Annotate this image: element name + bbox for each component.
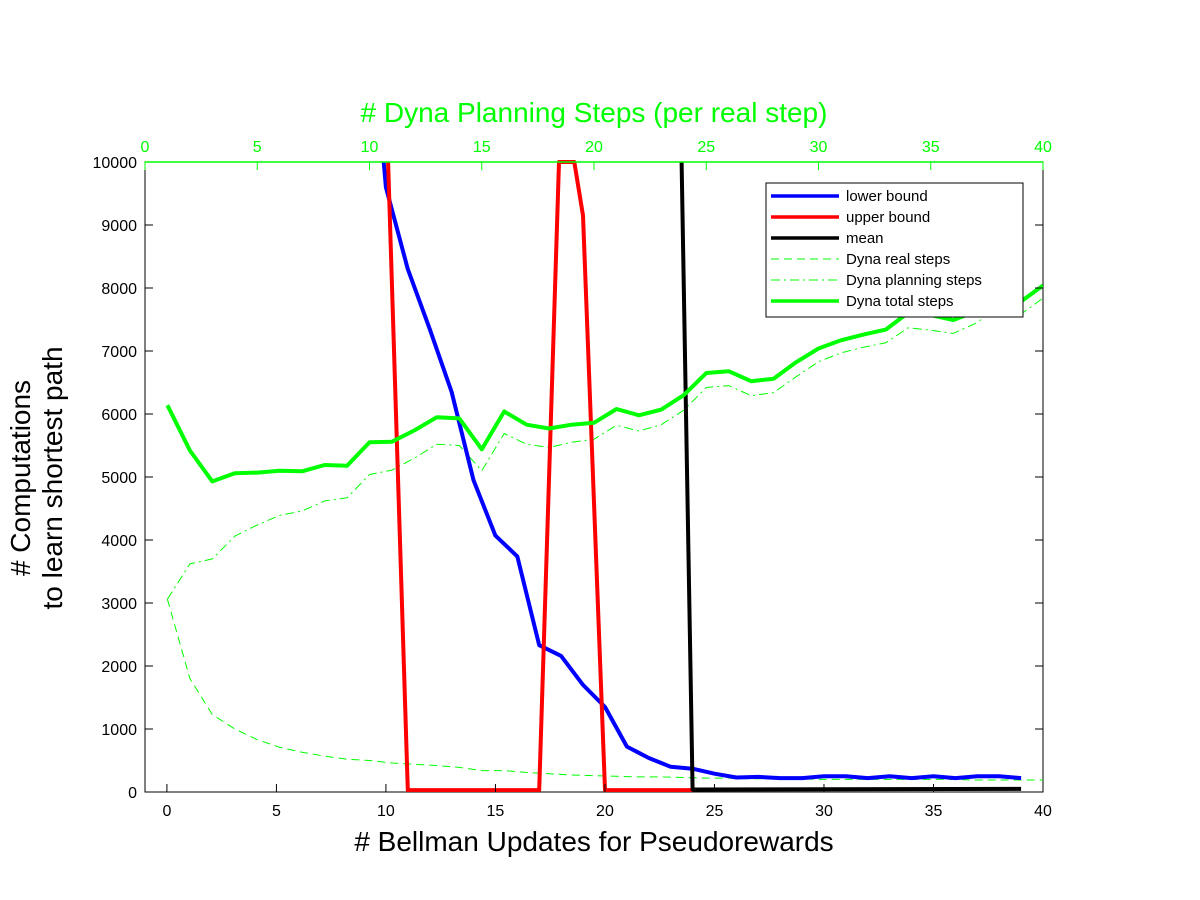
y-tick-label: 2000	[101, 659, 137, 676]
legend-label: upper bound	[846, 209, 930, 226]
y-tick-label: 8000	[101, 281, 137, 298]
top-axis-title: # Dyna Planning Steps (per real step)	[361, 97, 828, 128]
x-tick-label: 15	[487, 803, 505, 820]
top-tick-label: 25	[697, 139, 715, 156]
x-axis-title: # Bellman Updates for Pseudorewards	[354, 826, 833, 857]
top-tick-label: 20	[585, 139, 603, 156]
top-tick-label: 15	[473, 139, 491, 156]
top-x-axis: 0 5 10 15 20 25 30 35 40	[141, 139, 1052, 170]
top-tick-label: 30	[810, 139, 828, 156]
y-tick-label: 4000	[101, 533, 137, 550]
series-line-dyna-planning-steps	[166, 297, 1043, 600]
x-tick-label: 35	[925, 803, 943, 820]
y-axis-title-line1: # Computations	[5, 380, 36, 576]
x-tick-label: 30	[815, 803, 833, 820]
y-tick-label: 5000	[101, 470, 137, 487]
legend-label: mean	[846, 230, 884, 247]
top-tick-label: 5	[253, 139, 262, 156]
top-tick-label: 10	[361, 139, 379, 156]
x-tick-label: 10	[377, 803, 395, 820]
y-axis: 0 1000 2000 3000 4000 5000 6000 7000 8000 9000 100…	[93, 155, 1043, 802]
x-tick-label: 40	[1034, 803, 1052, 820]
y-tick-label: 6000	[101, 407, 137, 424]
y-axis-title-line2: to learn shortest path	[37, 346, 68, 609]
series-line-mean	[679, 161, 1022, 792]
x-tick-label: 25	[706, 803, 724, 820]
y-tick-label: 7000	[101, 344, 137, 361]
y-axis-title: # Computations to learn shortest path	[5, 346, 68, 609]
legend-label: Dyna total steps	[846, 293, 954, 310]
x-tick-label: 5	[272, 803, 281, 820]
y-tick-label: 1000	[101, 722, 137, 739]
y-tick-label: 9000	[101, 218, 137, 235]
legend-label: lower bound	[846, 188, 928, 205]
x-tick-label: 0	[162, 803, 171, 820]
legend-label: Dyna real steps	[846, 251, 950, 268]
y-tick-label: 10000	[93, 155, 138, 172]
top-tick-label: 35	[922, 139, 940, 156]
y-tick-label: 0	[128, 785, 137, 802]
top-tick-label: 40	[1034, 139, 1052, 156]
top-tick-label: 0	[141, 139, 150, 156]
legend-label: Dyna planning steps	[846, 272, 982, 289]
legend-box	[765, 182, 1024, 318]
series-line-dyna-total-steps	[165, 283, 1043, 484]
x-tick-label: 20	[596, 803, 614, 820]
series-layer	[165, 160, 1043, 792]
bottom-x-axis: 0 5 10 15 20 25 30 35 40	[162, 784, 1052, 820]
y-tick-label: 3000	[101, 596, 137, 613]
legend: lower bound upper bound mean Dyna real step…	[765, 182, 1024, 318]
